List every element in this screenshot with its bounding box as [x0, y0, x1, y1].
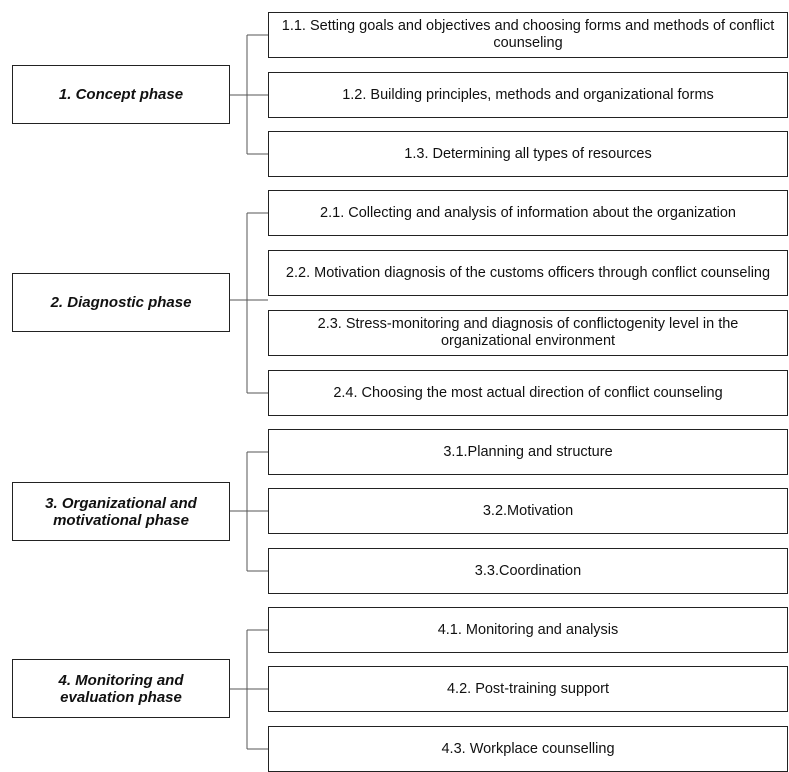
connector-phase-1 [230, 34, 268, 155]
step-3-3-label: 3.3.Coordination [474, 562, 582, 579]
step-2-3-label: 2.3. Stress-monitoring and diagnosis of … [317, 316, 739, 349]
step-1-3-box: 1.3. Determining all types of resources [268, 131, 788, 177]
phase-1-box: 1. Concept phase [12, 65, 230, 124]
step-1-3-label: 1.3. Determining all types of resources [404, 145, 652, 162]
phase-4-label: 4. Monitoring and evaluation phase [58, 671, 184, 706]
step-1-2-box: 1.2. Building principles, methods and or… [268, 72, 788, 118]
step-1-1-label: 1.1. Setting goals and objectives and ch… [281, 18, 775, 51]
step-3-2-label: 3.2.Motivation [482, 502, 574, 519]
connector-phase-3 [230, 451, 268, 572]
step-2-1-label: 2.1. Collecting and analysis of informat… [320, 204, 736, 221]
step-1-2-label: 1.2. Building principles, methods and or… [342, 86, 714, 103]
step-2-4-label: 2.4. Choosing the most actual direction … [333, 384, 723, 401]
step-4-3-box: 4.3. Workplace counselling [268, 726, 788, 772]
step-2-1-box: 2.1. Collecting and analysis of informat… [268, 190, 788, 236]
step-4-1-label: 4.1. Monitoring and analysis [437, 621, 619, 638]
connector-phase-2 [230, 212, 268, 394]
step-4-2-label: 4.2. Post-training support [446, 680, 609, 697]
phase-2-box: 2. Diagnostic phase [12, 273, 230, 332]
step-4-3-label: 4.3. Workplace counselling [441, 740, 615, 757]
connector-phase-4 [230, 629, 268, 750]
step-2-2-box: 2.2. Motivation diagnosis of the customs… [268, 250, 788, 296]
step-3-1-label: 3.1.Planning and structure [443, 443, 613, 460]
step-3-2-box: 3.2.Motivation [268, 488, 788, 534]
step-2-4-box: 2.4. Choosing the most actual direction … [268, 370, 788, 416]
step-2-2-label: 2.2. Motivation diagnosis of the customs… [285, 264, 771, 281]
phase-3-label: 3. Organizational and motivational phase [45, 494, 197, 529]
phase-4-box: 4. Monitoring and evaluation phase [12, 659, 230, 718]
phase-3-box: 3. Organizational and motivational phase [12, 482, 230, 541]
step-3-1-box: 3.1.Planning and structure [268, 429, 788, 475]
phase-1-label: 1. Concept phase [58, 86, 184, 103]
step-3-3-box: 3.3.Coordination [268, 548, 788, 594]
phase-2-label: 2. Diagnostic phase [50, 294, 192, 311]
step-1-1-box: 1.1. Setting goals and objectives and ch… [268, 12, 788, 58]
step-4-1-box: 4.1. Monitoring and analysis [268, 607, 788, 653]
step-4-2-box: 4.2. Post-training support [268, 666, 788, 712]
step-2-3-box: 2.3. Stress-monitoring and diagnosis of … [268, 310, 788, 356]
